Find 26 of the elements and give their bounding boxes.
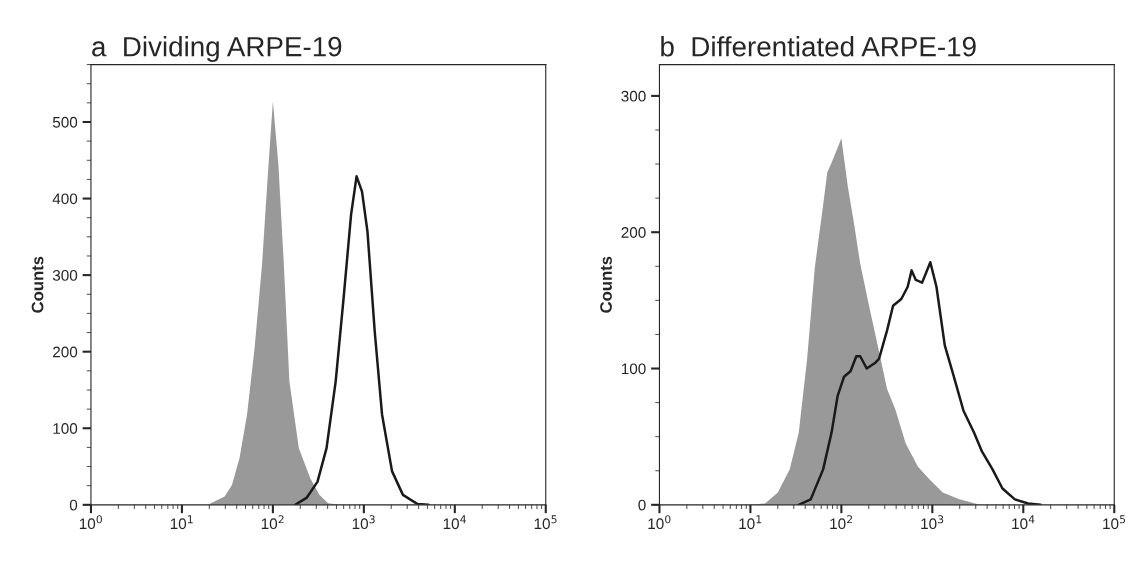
y-axis-title: Counts [31, 256, 44, 313]
y-tick-label: 200 [621, 227, 646, 238]
x-tick-label: 10$^{5}$ [1103, 515, 1126, 530]
y-tick-label: 500 [52, 116, 78, 128]
x-tick-label: 10$^{3}$ [352, 515, 375, 530]
x-tick-label: 10$^{2}$ [261, 515, 284, 530]
y-tick-label: 200 [53, 346, 78, 358]
y-tick-label: 100 [621, 363, 646, 375]
x-tick-label: 10$^{1}$ [170, 515, 193, 530]
y-tick-label: 0 [638, 499, 646, 511]
x-tick-label: 10$^{4}$ [1012, 515, 1035, 530]
x-tick-label: 10$^{2}$ [830, 515, 853, 530]
y-tick-label: 300 [621, 90, 646, 102]
y-tick-label: 0 [69, 499, 78, 511]
y-axis-title: Counts [600, 256, 612, 313]
chart-title: a Dividing ARPE-19 [92, 36, 342, 62]
y-tick-label: 300 [52, 269, 78, 281]
x-tick-label: 10$^{1}$ [739, 515, 762, 530]
x-tick-label: 10$^{4}$ [443, 515, 466, 530]
y-tick-label: 100 [53, 423, 78, 434]
chart-title: b Differentiated ARPE-19 [661, 36, 976, 57]
x-tick-label: 10$^{0}$ [79, 515, 102, 530]
y-tick-label: 400 [52, 193, 78, 205]
x-tick-label: 10$^{5}$ [534, 515, 557, 530]
x-tick-label: 10$^{0}$ [648, 515, 671, 530]
x-tick-label: 10$^{3}$ [921, 515, 944, 530]
